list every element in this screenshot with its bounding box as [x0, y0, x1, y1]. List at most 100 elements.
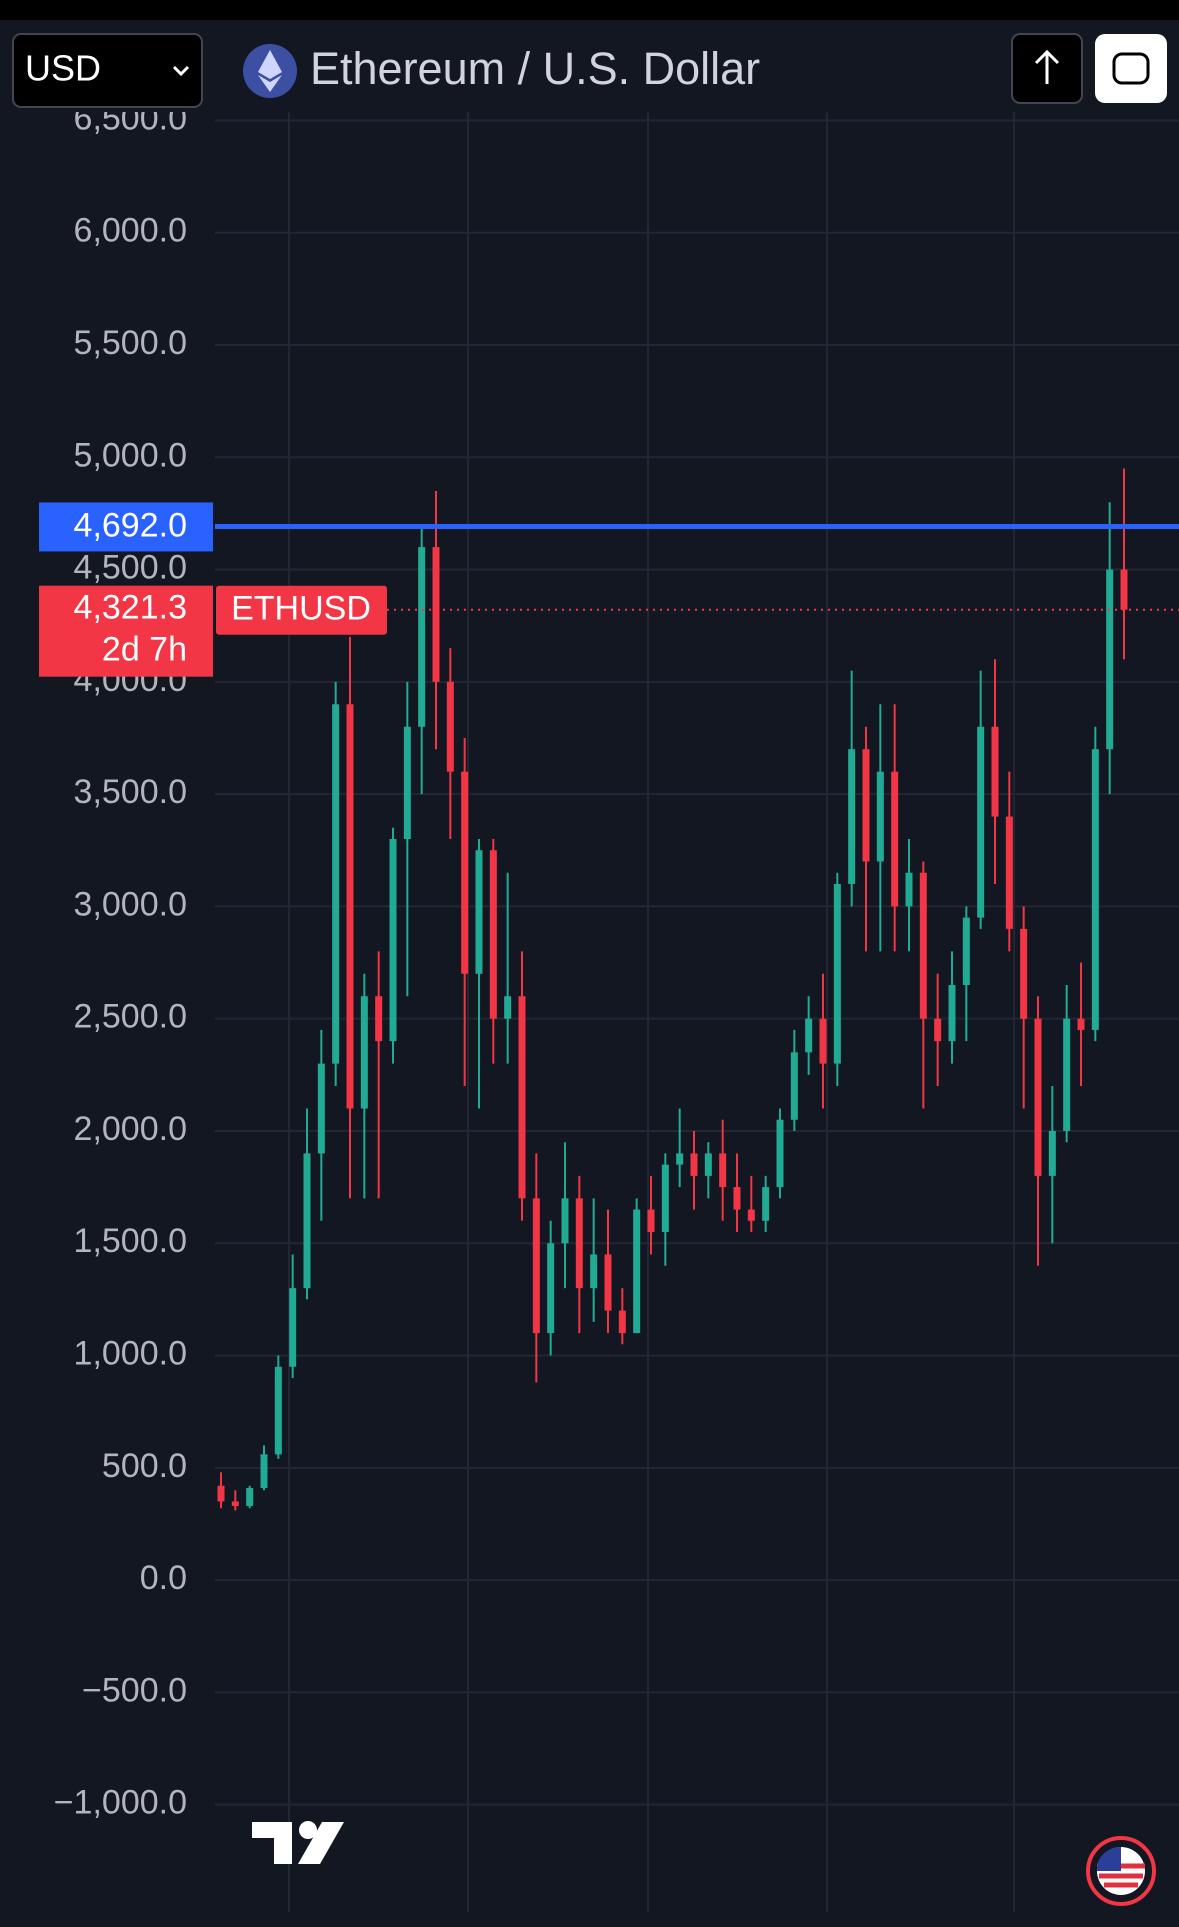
candle-body: [934, 1018, 942, 1042]
y-tick-label: 5,000.0: [74, 436, 187, 474]
candle-body: [432, 547, 440, 682]
candle-body: [475, 850, 483, 974]
candle-body: [676, 1153, 684, 1165]
candle-body: [905, 872, 913, 907]
candle-body: [389, 839, 397, 1042]
candle-body: [805, 1018, 813, 1053]
candle-body: [962, 917, 970, 986]
y-tick-label: 6,000.0: [74, 212, 187, 250]
logo-t: [252, 1822, 292, 1864]
candle-body: [1106, 569, 1114, 750]
candle-body: [360, 996, 368, 1109]
candle-body: [446, 681, 454, 772]
candle-body: [1034, 1018, 1042, 1176]
candle-body: [719, 1153, 727, 1188]
candle-body: [704, 1153, 712, 1176]
candle-body: [418, 547, 426, 727]
last-price-label: 4,321.3: [74, 589, 187, 627]
candle-body: [977, 726, 985, 918]
candle-body: [647, 1209, 655, 1233]
candle-body: [461, 771, 469, 974]
symbol-tag: ETHUSD: [231, 590, 371, 628]
y-tick-label: 0.0: [140, 1559, 187, 1597]
y-tick-label: 1,000.0: [74, 1335, 187, 1373]
candle-body: [561, 1198, 569, 1244]
y-tick-label: 4,500.0: [74, 549, 187, 587]
candle-body: [891, 771, 899, 907]
currency-dropdown[interactable]: [12, 33, 203, 108]
y-tick-label: 2,000.0: [74, 1110, 187, 1148]
candle-body: [274, 1366, 282, 1455]
symbol-title: Ethereum / U.S. Dollar: [310, 43, 760, 94]
y-tick-label: −1,000.0: [54, 1784, 187, 1822]
candle-body: [375, 996, 383, 1042]
candle-body: [661, 1164, 669, 1233]
candle-body: [504, 996, 512, 1019]
candle-body: [590, 1254, 598, 1289]
candle-body: [833, 883, 841, 1064]
candle-body: [246, 1488, 254, 1506]
header: USD Ethereum / U.S. Dollar: [0, 0, 1179, 112]
candle-body: [618, 1310, 626, 1334]
y-tick-label: 500.0: [102, 1447, 187, 1485]
flag-canton: [1096, 1846, 1121, 1871]
candle-body: [1005, 816, 1013, 929]
y-tick-label: 3,000.0: [74, 885, 187, 923]
candle-body: [346, 704, 354, 1109]
last-price-label-bg: [39, 585, 213, 677]
candle-body: [489, 850, 497, 1019]
candle-body: [547, 1243, 555, 1334]
candle-body: [876, 771, 884, 862]
candle-body: [790, 1052, 798, 1120]
candle-body: [848, 749, 856, 884]
candle-body: [1063, 1018, 1071, 1131]
candle-body: [776, 1119, 784, 1188]
fullscreen-icon: [1112, 52, 1150, 85]
candle-body: [633, 1209, 641, 1334]
candle-body: [819, 1018, 827, 1064]
flag-button[interactable]: [1086, 1836, 1156, 1906]
candle-body: [1120, 569, 1128, 610]
y-tick-label: 2,500.0: [74, 998, 187, 1036]
eth-glyph: [258, 50, 282, 92]
candle-body: [919, 872, 927, 1019]
candle-body: [948, 985, 956, 1042]
candle-body: [1091, 749, 1099, 1030]
candle-body: [217, 1485, 225, 1502]
candle-body: [1048, 1130, 1056, 1176]
dropdown-caret: [172, 65, 190, 77]
plot-area: −1,000.0 −500.0 0.0 500.0 1,000.0 1,500.0 2,00…: [39, 99, 1179, 1912]
logo-v: [298, 1822, 344, 1864]
price-line-label-bg: [39, 502, 213, 552]
logo-dot: [299, 1821, 317, 1839]
candle-body: [1020, 928, 1028, 1019]
symbol-tag-bg: [216, 585, 387, 635]
currency-label: USD: [25, 48, 101, 89]
status-bar: [0, 0, 1179, 20]
candle-body: [289, 1288, 297, 1367]
candle-body: [260, 1454, 268, 1489]
fullscreen-button[interactable]: [1095, 34, 1167, 103]
candle-body: [690, 1153, 698, 1176]
candle-body: [575, 1198, 583, 1289]
candle-body: [532, 1198, 540, 1334]
candle-body: [733, 1187, 741, 1210]
candle-body: [747, 1209, 755, 1221]
candle-body: [403, 726, 411, 840]
candle-body: [604, 1254, 612, 1311]
y-tick-label: 1,500.0: [74, 1222, 187, 1260]
y-tick-label: 3,500.0: [74, 773, 187, 811]
share-icon: [1034, 49, 1060, 84]
y-tick-label: −500.0: [82, 1671, 187, 1709]
candle-body: [332, 704, 340, 1064]
candle-body: [231, 1501, 239, 1506]
candle-body: [303, 1153, 311, 1289]
tv-logo: [252, 1821, 344, 1864]
price-line-label: 4,692.0: [74, 506, 187, 544]
candle-body: [862, 749, 870, 862]
candle-body: [518, 996, 526, 1199]
candle-body: [991, 726, 999, 817]
